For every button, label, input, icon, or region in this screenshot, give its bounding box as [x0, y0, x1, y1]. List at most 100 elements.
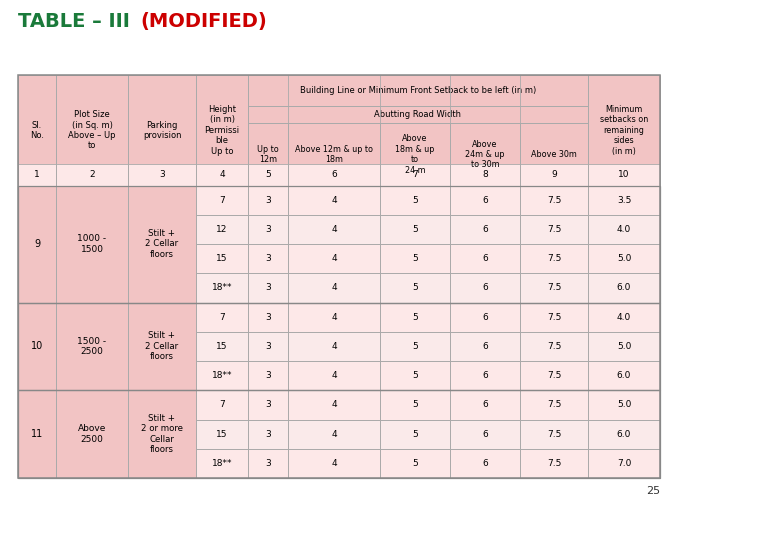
- Bar: [248, 124, 288, 186]
- Text: 4: 4: [332, 195, 337, 205]
- Text: 5: 5: [412, 342, 418, 351]
- Text: 6: 6: [482, 400, 488, 409]
- Text: 7.5: 7.5: [547, 371, 561, 380]
- Text: 4: 4: [219, 170, 225, 179]
- Text: 25: 25: [646, 486, 660, 496]
- Bar: [196, 75, 248, 186]
- Text: 5: 5: [265, 170, 271, 179]
- Text: Above
18m & up
to
24 m: Above 18m & up to 24 m: [395, 134, 434, 174]
- Text: 18**: 18**: [211, 371, 232, 380]
- Bar: [450, 449, 520, 478]
- Bar: [56, 75, 128, 186]
- Bar: [520, 215, 588, 244]
- Bar: [520, 420, 588, 449]
- Text: 6: 6: [482, 430, 488, 438]
- Text: 6: 6: [332, 170, 337, 179]
- Text: 7: 7: [219, 400, 225, 409]
- Bar: [248, 390, 288, 420]
- Text: 7.5: 7.5: [547, 195, 561, 205]
- Bar: [588, 302, 660, 332]
- Bar: [56, 186, 128, 302]
- Text: 3: 3: [265, 430, 271, 438]
- Bar: [380, 420, 450, 449]
- Bar: [196, 302, 248, 332]
- Text: 7.5: 7.5: [547, 459, 561, 468]
- Bar: [588, 273, 660, 302]
- Bar: [450, 302, 520, 332]
- Text: 7: 7: [412, 170, 418, 179]
- Bar: [450, 390, 520, 420]
- Text: 7.5: 7.5: [547, 225, 561, 234]
- Bar: [196, 449, 248, 478]
- Bar: [128, 75, 196, 186]
- Bar: [450, 420, 520, 449]
- Bar: [520, 164, 588, 186]
- Bar: [248, 420, 288, 449]
- Text: 3: 3: [265, 195, 271, 205]
- Text: 5: 5: [412, 195, 418, 205]
- Text: 4.0: 4.0: [617, 225, 631, 234]
- Bar: [18, 390, 660, 478]
- Bar: [450, 215, 520, 244]
- Text: Abutting Road Width: Abutting Road Width: [374, 110, 462, 119]
- Bar: [380, 332, 450, 361]
- Text: 3: 3: [265, 342, 271, 351]
- Text: 5: 5: [412, 430, 418, 438]
- Text: 12: 12: [216, 225, 228, 234]
- Bar: [588, 420, 660, 449]
- Text: 5: 5: [412, 459, 418, 468]
- Text: Above 30m: Above 30m: [531, 150, 577, 159]
- Bar: [18, 186, 56, 302]
- Text: 4: 4: [332, 342, 337, 351]
- Bar: [588, 215, 660, 244]
- Bar: [450, 124, 520, 186]
- Text: 6: 6: [482, 313, 488, 322]
- Bar: [520, 186, 588, 215]
- Bar: [380, 361, 450, 390]
- Text: 3: 3: [265, 400, 271, 409]
- Text: 10: 10: [619, 170, 629, 179]
- Text: 3.5: 3.5: [617, 195, 631, 205]
- Text: (MODIFIED): (MODIFIED): [140, 12, 267, 31]
- Text: 4.0: 4.0: [617, 313, 631, 322]
- Bar: [450, 186, 520, 215]
- Bar: [248, 75, 588, 106]
- Text: 10: 10: [31, 341, 43, 352]
- Text: 7.0: 7.0: [617, 459, 631, 468]
- Bar: [520, 361, 588, 390]
- Bar: [196, 273, 248, 302]
- Text: 3: 3: [159, 170, 165, 179]
- Bar: [18, 302, 56, 390]
- Text: Stilt +
2 Cellar
floors: Stilt + 2 Cellar floors: [145, 332, 179, 361]
- Bar: [588, 244, 660, 273]
- Text: 4: 4: [332, 284, 337, 292]
- Text: Above 12m & up to
18m: Above 12m & up to 18m: [295, 145, 373, 164]
- Text: 6: 6: [482, 342, 488, 351]
- Bar: [380, 302, 450, 332]
- Text: 7: 7: [219, 195, 225, 205]
- Text: Stilt +
2 or more
Cellar
floors: Stilt + 2 or more Cellar floors: [141, 414, 183, 454]
- Bar: [288, 390, 380, 420]
- Bar: [196, 244, 248, 273]
- Text: 3: 3: [265, 371, 271, 380]
- Bar: [248, 302, 288, 332]
- Text: 6: 6: [482, 459, 488, 468]
- Text: 6: 6: [482, 225, 488, 234]
- Text: 6.0: 6.0: [617, 371, 631, 380]
- Text: 9: 9: [551, 170, 557, 179]
- Bar: [288, 273, 380, 302]
- Bar: [288, 332, 380, 361]
- Bar: [520, 332, 588, 361]
- Text: Minimum
setbacks on
remaining
sides
(in m): Minimum setbacks on remaining sides (in …: [600, 105, 648, 156]
- Text: 4: 4: [332, 225, 337, 234]
- Bar: [248, 215, 288, 244]
- Bar: [520, 273, 588, 302]
- Bar: [520, 449, 588, 478]
- Text: 7.5: 7.5: [547, 254, 561, 263]
- Bar: [18, 302, 660, 390]
- Text: 4: 4: [332, 313, 337, 322]
- Bar: [588, 186, 660, 215]
- Text: 7.5: 7.5: [547, 284, 561, 292]
- Bar: [128, 302, 196, 390]
- Text: 3: 3: [265, 254, 271, 263]
